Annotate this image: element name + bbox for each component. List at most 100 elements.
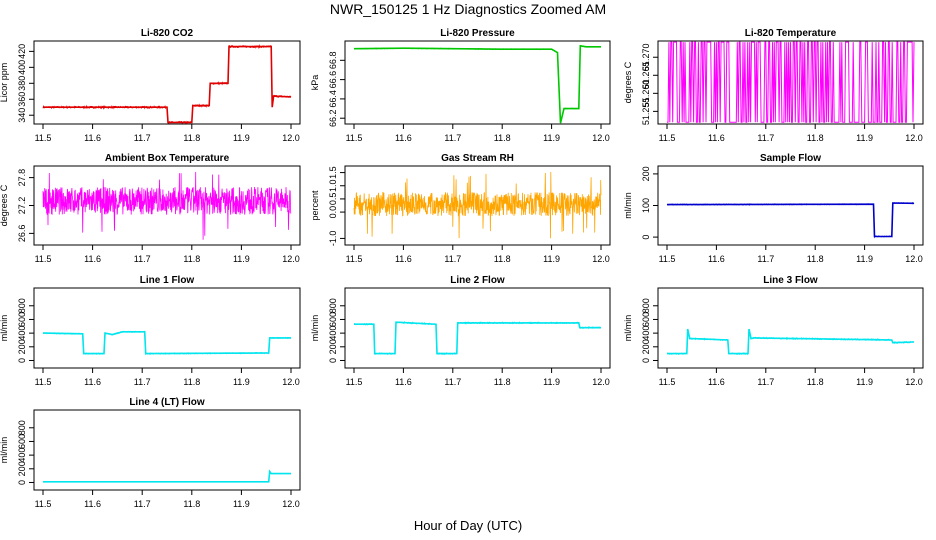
series-line-li820-temperature: [667, 41, 915, 123]
x-tick-label: 11.5: [35, 377, 52, 387]
y-tick-label: 380: [17, 76, 27, 91]
x-tick-label: 11.8: [183, 133, 200, 143]
panel-title: Li-820 Temperature: [745, 28, 837, 39]
y-axis-label: kPa: [310, 75, 320, 91]
x-tick-label: 11.9: [543, 377, 560, 387]
x-tick-label: 11.5: [346, 133, 363, 143]
x-tick-label: 11.7: [444, 133, 461, 143]
y-axis-label: ml/min: [0, 437, 9, 464]
y-tick-label: 400: [17, 448, 27, 463]
series-line-line-1-flow: [42, 331, 291, 355]
y-tick-label: 0: [641, 358, 651, 363]
series-noise-sample-flow: [666, 201, 915, 239]
y-tick-label: 800: [17, 298, 27, 313]
y-axis-label: degrees C: [623, 61, 633, 103]
x-tick-label: 11.6: [708, 133, 725, 143]
y-tick-label: 800: [17, 420, 27, 435]
y-tick-label: 800: [328, 298, 338, 313]
x-tick-label: 11.8: [494, 133, 511, 143]
y-tick-label: -1.0: [328, 231, 338, 247]
x-tick-label: 12.0: [592, 133, 610, 143]
x-tick-label: 11.7: [757, 133, 774, 143]
x-tick-label: 11.9: [543, 254, 560, 264]
y-tick-label: 0.5: [328, 193, 338, 206]
x-tick-label: 11.9: [856, 377, 873, 387]
y-tick-label: 0: [17, 480, 27, 485]
panel-title: Sample Flow: [760, 153, 821, 164]
y-axis-label: ml/min: [623, 315, 633, 342]
x-tick-label: 11.6: [708, 377, 725, 387]
series-line-gas-stream-rh: [353, 171, 602, 239]
x-tick-label: 11.9: [856, 133, 873, 143]
y-tick-label: 1.0: [328, 179, 338, 192]
panel-gas-stream-rh: Gas Stream RH percent 11.5 11.6 11.7 11.8 11.9…: [310, 153, 611, 264]
panel-title: Line 1 Flow: [140, 275, 195, 286]
x-tick-label: 11.5: [659, 377, 676, 387]
x-tick-label: 12.0: [282, 133, 300, 143]
y-tick-label: 66.8: [328, 52, 338, 70]
y-tick-label: 200: [641, 339, 651, 354]
series-noise-line-1-flow: [42, 330, 292, 356]
series-noise-line-2-flow: [354, 320, 602, 356]
x-tick-label: 12.0: [282, 499, 300, 509]
y-tick-label: 600: [641, 312, 651, 327]
y-tick-label: 400: [641, 326, 651, 341]
x-tick-label: 11.5: [346, 254, 363, 264]
y-tick-label: 0.0: [328, 206, 338, 219]
x-tick-label: 11.5: [35, 499, 52, 509]
y-axis-label: ml/min: [310, 315, 320, 342]
panel-line-1-flow: Line 1 Flow ml/min 11.5 11.6 11.7 11.8 11.9 12.…: [0, 275, 301, 387]
x-tick-label: 11.6: [84, 377, 101, 387]
y-tick-label: 1.5: [328, 166, 338, 179]
y-tick-label: 600: [17, 434, 27, 449]
y-tick-label: 200: [641, 166, 651, 181]
x-tick-label: 11.6: [395, 377, 412, 387]
x-tick-label: 11.7: [757, 377, 774, 387]
series-line-sample-flow: [666, 202, 915, 238]
x-tick-label: 11.6: [395, 133, 412, 143]
panel-title: Ambient Box Temperature: [105, 153, 230, 164]
series-noise-li820-pressure: [353, 45, 602, 124]
x-tick-label: 11.5: [35, 133, 52, 143]
y-tick-label: 51.255: [641, 98, 651, 126]
y-tick-label: 600: [328, 312, 338, 327]
y-tick-label: 420: [17, 44, 27, 59]
y-tick-label: 600: [17, 312, 27, 327]
panel-li820-co2: Li-820 CO2 Licor ppm 11.5 11.6 11.7 11.8 11.9 1…: [0, 28, 301, 143]
panel-title: Line 2 Flow: [450, 275, 505, 286]
x-tick-label: 11.9: [543, 133, 560, 143]
x-tick-label: 11.8: [807, 254, 824, 264]
y-tick-label: 0: [641, 235, 651, 240]
y-tick-label: 400: [17, 60, 27, 75]
y-axis-label: ml/min: [623, 192, 633, 219]
y-tick-label: 360: [17, 92, 27, 107]
y-tick-label: 66.6: [328, 71, 338, 89]
y-axis-label: ml/min: [0, 315, 9, 342]
y-tick-label: 26.6: [17, 225, 27, 243]
y-axis-label: Licor ppm: [0, 63, 9, 103]
panel-title: Li-820 CO2: [141, 28, 194, 39]
panel-title: Gas Stream RH: [441, 153, 514, 164]
y-axis-label: degrees C: [0, 184, 9, 226]
y-tick-label: 51.265: [641, 62, 651, 90]
x-tick-label: 11.5: [659, 254, 676, 264]
plot-frame: [657, 165, 924, 246]
plot-frame: [33, 40, 301, 125]
y-tick-label: 400: [17, 326, 27, 341]
y-tick-label: 51.270: [641, 43, 651, 71]
x-tick-label: 11.9: [233, 377, 250, 387]
x-tick-label: 11.8: [807, 377, 824, 387]
panel-sample-flow: Sample Flow ml/min 11.5 11.6 11.7 11.8 11.9 12.…: [623, 153, 924, 264]
x-tick-label: 11.7: [444, 254, 461, 264]
panel-ambient-box-temperature: Ambient Box Temperature degrees C 11.5 11.6…: [0, 153, 301, 264]
plot-frame: [33, 287, 301, 369]
y-axis-label: percent: [310, 190, 320, 221]
x-tick-label: 11.7: [444, 377, 461, 387]
series-line-li820-pressure: [353, 44, 601, 124]
x-tick-label: 11.9: [233, 133, 250, 143]
y-tick-label: 400: [328, 326, 338, 341]
figure-title: NWR_150125 1 Hz Diagnostics Zoomed AM: [329, 1, 607, 17]
panel-title: Li-820 Pressure: [440, 28, 515, 39]
x-tick-label: 11.6: [84, 133, 101, 143]
x-tick-label: 12.0: [592, 254, 610, 264]
